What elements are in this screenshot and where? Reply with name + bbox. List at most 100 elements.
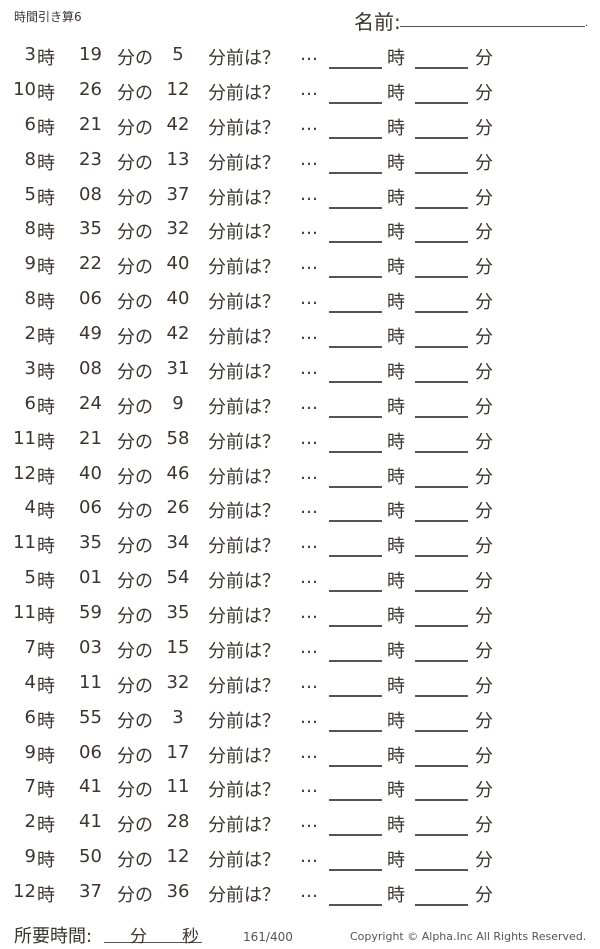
answer-hour-blank[interactable] (329, 694, 382, 697)
hour-unit: 時 (37, 640, 55, 662)
answer-hour-blank[interactable] (329, 590, 382, 593)
answer-hour-unit: 時 (387, 292, 405, 314)
answer-minute-blank[interactable] (415, 346, 468, 348)
problem-hour: 10 (13, 78, 36, 100)
minutes-before: 26 (166, 497, 190, 519)
minute-of-label: 分の (117, 396, 153, 418)
answer-minute-unit: 分 (475, 710, 493, 732)
answer-hour-blank[interactable] (329, 834, 382, 837)
name-input-line[interactable] (400, 26, 585, 27)
answer-minute-blank[interactable] (415, 520, 468, 523)
answer-minute-blank[interactable] (415, 101, 468, 104)
time-taken-sec-unit: 秒 (182, 927, 199, 947)
answer-hour-blank[interactable] (329, 206, 382, 209)
answer-minute-unit: 分 (475, 257, 493, 279)
answer-minute-blank[interactable] (415, 311, 468, 314)
problem-minute: 01 (79, 567, 102, 589)
ellipsis: … (300, 881, 318, 902)
answer-minute-blank[interactable] (415, 694, 468, 697)
answer-minute-unit: 分 (475, 466, 493, 488)
answer-minute-blank[interactable] (415, 799, 468, 802)
answer-minute-blank[interactable] (415, 415, 468, 418)
answer-minute-blank[interactable] (415, 834, 468, 837)
problem-hour: 2 (24, 323, 36, 344)
answer-minute-blank[interactable] (415, 136, 468, 139)
problem-hour: 11 (13, 602, 36, 623)
answer-hour-unit: 時 (387, 466, 405, 488)
problem-minute: 08 (79, 357, 102, 379)
minutes-before: 54 (166, 567, 190, 589)
problem-minute: 41 (79, 776, 102, 798)
copyright: Copyright © Alpha.Inc All Rights Reserve… (350, 930, 587, 943)
question-suffix: 分前は？ (208, 745, 280, 767)
answer-minute-blank[interactable] (415, 555, 468, 558)
answer-hour-blank[interactable] (329, 555, 382, 558)
answer-hour-blank[interactable] (329, 869, 382, 872)
problem-row: 9 時 22 分の 40 分前は？… 時分 (0, 250, 600, 280)
hour-unit: 時 (37, 327, 55, 348)
answer-hour-unit: 時 (387, 257, 405, 279)
answer-hour-blank[interactable] (329, 904, 382, 906)
problem-minute: 24 (79, 392, 102, 414)
answer-hour-blank[interactable] (329, 799, 382, 802)
answer-hour-blank[interactable] (329, 764, 382, 767)
problem-minute: 49 (79, 323, 102, 344)
minute-of-label: 分の (117, 606, 153, 627)
answer-minute-blank[interactable] (415, 67, 468, 69)
answer-minute-unit: 分 (475, 606, 493, 627)
answer-hour-blank[interactable] (329, 520, 382, 523)
ellipsis: … (300, 706, 318, 728)
ellipsis: … (300, 288, 318, 310)
answer-minute-blank[interactable] (415, 241, 468, 244)
answer-minute-blank[interactable] (415, 729, 468, 732)
answer-minute-blank[interactable] (415, 380, 468, 383)
answer-minute-blank[interactable] (415, 171, 468, 174)
problem-hour: 9 (24, 253, 36, 275)
answer-hour-unit: 時 (387, 885, 405, 906)
answer-hour-blank[interactable] (329, 171, 382, 174)
question-suffix: 分前は？ (208, 48, 280, 69)
answer-hour-unit: 時 (387, 815, 405, 837)
problem-row: 6 時 55 分の 3 分前は？… 時分 (0, 704, 600, 734)
problem-minute: 03 (79, 636, 102, 658)
answer-hour-blank[interactable] (329, 276, 382, 279)
question-suffix: 分前は？ (208, 152, 280, 174)
answer-hour-blank[interactable] (329, 485, 382, 488)
answer-hour-blank[interactable] (329, 625, 382, 627)
answer-minute-blank[interactable] (415, 450, 468, 453)
answer-hour-blank[interactable] (329, 241, 382, 244)
answer-hour-blank[interactable] (329, 136, 382, 139)
problem-row: 3 時 08 分の 31 分前は？… 時分 (0, 355, 600, 385)
answer-hour-blank[interactable] (329, 311, 382, 314)
answer-minute-blank[interactable] (415, 485, 468, 488)
problem-hour: 8 (24, 288, 36, 310)
minute-of-label: 分の (117, 292, 153, 314)
answer-hour-blank[interactable] (329, 729, 382, 732)
answer-hour-blank[interactable] (329, 380, 382, 383)
answer-minute-blank[interactable] (415, 625, 468, 627)
minutes-before: 12 (166, 78, 190, 100)
answer-minute-blank[interactable] (415, 206, 468, 209)
answer-minute-unit: 分 (475, 117, 493, 139)
question-suffix: 分前は？ (208, 396, 280, 418)
answer-hour-blank[interactable] (329, 101, 382, 104)
answer-minute-blank[interactable] (415, 904, 468, 906)
hour-unit: 時 (37, 536, 55, 558)
answer-minute-blank[interactable] (415, 659, 468, 662)
answer-minute-blank[interactable] (415, 590, 468, 593)
ellipsis: … (300, 741, 318, 763)
answer-minute-unit: 分 (475, 501, 493, 523)
time-taken-line[interactable] (104, 942, 202, 943)
answer-hour-blank[interactable] (329, 450, 382, 453)
answer-minute-blank[interactable] (415, 869, 468, 872)
answer-minute-unit: 分 (475, 675, 493, 697)
minute-of-label: 分の (117, 222, 153, 244)
answer-hour-blank[interactable] (329, 659, 382, 662)
answer-hour-blank[interactable] (329, 415, 382, 418)
answer-hour-blank[interactable] (329, 67, 382, 69)
problem-minute: 21 (79, 427, 102, 449)
answer-hour-blank[interactable] (329, 346, 382, 348)
answer-minute-blank[interactable] (415, 764, 468, 767)
answer-minute-blank[interactable] (415, 276, 468, 279)
answer-minute-unit: 分 (475, 571, 493, 593)
